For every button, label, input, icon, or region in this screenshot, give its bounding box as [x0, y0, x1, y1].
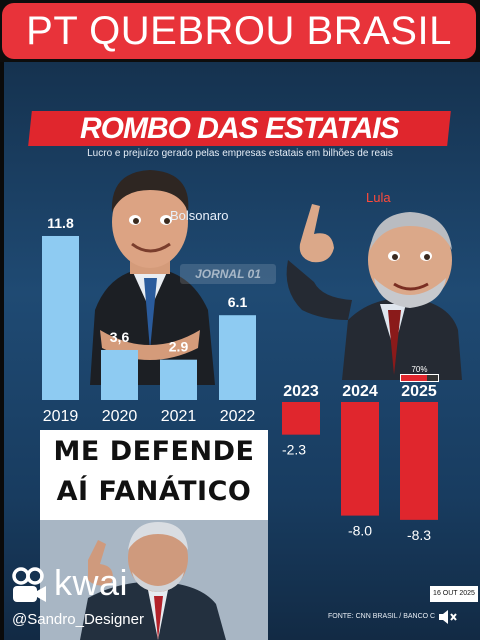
- meme-poster: ME DEFENDE AÍ FANÁTICO: [40, 430, 268, 640]
- bar-2023: [282, 402, 320, 435]
- date-badge: 16 OUT 2025: [430, 586, 478, 602]
- tick-label-2023: 2023: [283, 383, 319, 400]
- value-label-2023: -2.3: [282, 442, 306, 458]
- chart-subtitle: Lucro e prejuízo gerado pelas empresas e…: [87, 148, 393, 159]
- value-label-2024: -8.0: [348, 523, 372, 539]
- bar-2020: [101, 349, 138, 400]
- banner-pill: PT QUEBROU BRASIL: [2, 3, 476, 59]
- jornal-watermark: JORNAL 01: [180, 264, 276, 284]
- bar-2019: [42, 235, 79, 400]
- poster-line-1: ME DEFENDE: [53, 436, 255, 467]
- value-label-2025: -8.3: [407, 527, 431, 543]
- lula-label: Lula: [366, 190, 391, 205]
- lula-caricature: [286, 204, 462, 380]
- poster-line-2: AÍ FANÁTICO: [56, 476, 252, 507]
- kwai-camera-icon: [12, 567, 46, 602]
- kwai-username[interactable]: @Sandro_Designer: [12, 611, 144, 628]
- left-edge: [0, 62, 4, 640]
- tick-label-2019: 2019: [43, 408, 79, 425]
- tick-label-2025: 2025: [401, 383, 437, 400]
- bolsonaro-label: Bolsonaro: [170, 208, 229, 223]
- kwai-brand: kwai: [54, 562, 129, 603]
- bar-2021: [160, 359, 197, 400]
- banner-title: PT QUEBROU BRASIL: [26, 8, 452, 53]
- progress-bar-2025: [400, 374, 439, 382]
- top-banner: PT QUEBROU BRASIL: [0, 0, 480, 62]
- tick-label-2022: 2022: [220, 408, 256, 425]
- speaker-muted-icon[interactable]: [436, 606, 458, 628]
- tick-label-2020: 2020: [102, 408, 138, 425]
- value-label-2022: 6.1: [228, 294, 248, 310]
- progress-percent-label: 70%: [411, 365, 428, 374]
- tick-label-2021: 2021: [161, 408, 197, 425]
- bar-2025: [400, 402, 438, 520]
- value-label-2020: 3,6: [110, 329, 130, 345]
- source-credit: FONTE: CNN BRASIL / BANCO C: [328, 613, 436, 620]
- poster-photo-lula: [40, 520, 268, 640]
- tick-label-2024: 2024: [342, 383, 378, 400]
- progress-fill: [401, 375, 427, 381]
- value-label-2021: 2.9: [169, 339, 189, 355]
- value-label-2019: 11.8: [47, 215, 74, 231]
- bar-2022: [219, 315, 256, 400]
- bar-2024: [341, 402, 379, 516]
